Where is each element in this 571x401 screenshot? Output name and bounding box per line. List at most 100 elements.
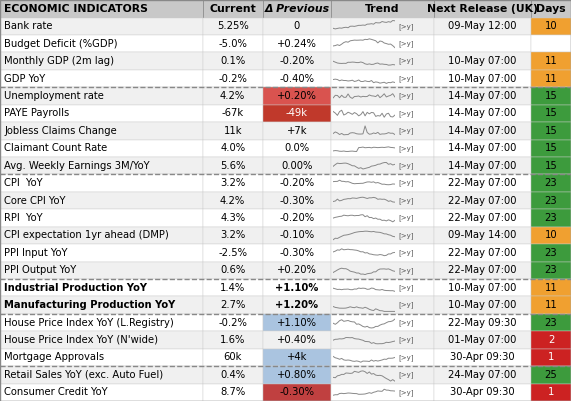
Bar <box>0 35 203 53</box>
Bar <box>434 227 531 244</box>
Text: [>y]: [>y] <box>398 58 413 65</box>
Bar <box>331 174 434 192</box>
Bar <box>331 349 434 366</box>
Bar <box>203 174 263 192</box>
Text: 22-May 07:00: 22-May 07:00 <box>448 178 517 188</box>
Bar <box>531 227 571 244</box>
Text: Jobless Claims Change: Jobless Claims Change <box>4 126 116 136</box>
Text: 11: 11 <box>545 56 557 66</box>
Text: GDP YoY: GDP YoY <box>4 73 45 83</box>
Text: +0.24%: +0.24% <box>277 38 317 49</box>
Text: Mortgage Approvals: Mortgage Approvals <box>4 352 104 363</box>
Text: -0.30%: -0.30% <box>279 196 315 206</box>
Text: +1.20%: +1.20% <box>275 300 319 310</box>
Text: PPI Output YoY: PPI Output YoY <box>4 265 77 275</box>
Bar <box>331 53 434 70</box>
Bar <box>434 122 531 140</box>
Bar <box>263 122 331 140</box>
Text: +7k: +7k <box>287 126 307 136</box>
Bar <box>203 366 263 384</box>
Text: [>y]: [>y] <box>398 267 413 273</box>
Text: 2: 2 <box>548 335 554 345</box>
Bar <box>531 35 571 53</box>
Bar <box>331 18 434 35</box>
Bar <box>203 105 263 122</box>
Bar <box>203 0 263 18</box>
Text: Industrial Production YoY: Industrial Production YoY <box>4 283 147 293</box>
Bar <box>531 296 571 314</box>
Bar <box>331 331 434 349</box>
Bar <box>263 87 331 105</box>
Text: 23: 23 <box>545 178 557 188</box>
Text: [>y]: [>y] <box>398 371 413 378</box>
Text: Core CPI YoY: Core CPI YoY <box>4 196 66 206</box>
Bar <box>0 105 203 122</box>
Text: 10-May 07:00: 10-May 07:00 <box>448 73 517 83</box>
Bar <box>263 35 331 53</box>
Text: +0.80%: +0.80% <box>277 370 317 380</box>
Bar <box>263 331 331 349</box>
Text: 15: 15 <box>545 126 557 136</box>
Text: Trend: Trend <box>365 4 400 14</box>
Bar <box>434 87 531 105</box>
Bar <box>331 87 434 105</box>
Bar <box>434 314 531 331</box>
Bar <box>331 105 434 122</box>
Bar <box>203 349 263 366</box>
Bar <box>0 122 203 140</box>
Text: 23: 23 <box>545 248 557 258</box>
Text: [>y]: [>y] <box>398 40 413 47</box>
Text: 14-May 07:00: 14-May 07:00 <box>448 126 517 136</box>
Text: Days: Days <box>536 4 566 14</box>
Text: 4.2%: 4.2% <box>220 196 246 206</box>
Bar <box>531 314 571 331</box>
Bar <box>531 192 571 209</box>
Text: [>y]: [>y] <box>398 180 413 186</box>
Text: +0.40%: +0.40% <box>277 335 317 345</box>
Bar <box>434 140 531 157</box>
Bar <box>203 314 263 331</box>
Bar <box>331 70 434 87</box>
Bar <box>0 157 203 174</box>
Bar <box>531 174 571 192</box>
Text: 10: 10 <box>545 231 557 240</box>
Text: [>y]: [>y] <box>398 336 413 343</box>
Bar <box>434 366 531 384</box>
Text: 0: 0 <box>294 21 300 31</box>
Bar <box>263 192 331 209</box>
Text: [>y]: [>y] <box>398 284 413 291</box>
Bar <box>263 0 331 18</box>
Bar <box>203 296 263 314</box>
Text: -0.20%: -0.20% <box>279 56 315 66</box>
Bar <box>331 0 434 18</box>
Bar <box>434 18 531 35</box>
Text: 4.3%: 4.3% <box>220 213 246 223</box>
Text: -0.20%: -0.20% <box>279 213 315 223</box>
Text: 23: 23 <box>545 265 557 275</box>
Bar <box>203 227 263 244</box>
Text: 5.25%: 5.25% <box>217 21 248 31</box>
Text: [>y]: [>y] <box>398 302 413 308</box>
Text: CPI  YoY: CPI YoY <box>4 178 43 188</box>
Text: [>y]: [>y] <box>398 75 413 82</box>
Text: 15: 15 <box>545 161 557 171</box>
Text: 14-May 07:00: 14-May 07:00 <box>448 91 517 101</box>
Text: [>y]: [>y] <box>398 197 413 204</box>
Bar <box>263 384 331 401</box>
Text: 0.1%: 0.1% <box>220 56 246 66</box>
Text: ECONOMIC INDICATORS: ECONOMIC INDICATORS <box>4 4 148 14</box>
Text: 22-May 07:00: 22-May 07:00 <box>448 265 517 275</box>
Text: Δ Previous: Δ Previous <box>264 4 329 14</box>
Bar <box>434 0 531 18</box>
Text: Budget Deficit (%GDP): Budget Deficit (%GDP) <box>4 38 118 49</box>
Bar <box>331 35 434 53</box>
Bar <box>531 105 571 122</box>
Text: Bank rate: Bank rate <box>4 21 53 31</box>
Text: [>y]: [>y] <box>398 23 413 30</box>
Text: Manufacturing Production YoY: Manufacturing Production YoY <box>4 300 175 310</box>
Text: 15: 15 <box>545 143 557 153</box>
Bar <box>263 53 331 70</box>
Bar <box>0 174 203 192</box>
Bar <box>0 331 203 349</box>
Bar <box>263 279 331 296</box>
